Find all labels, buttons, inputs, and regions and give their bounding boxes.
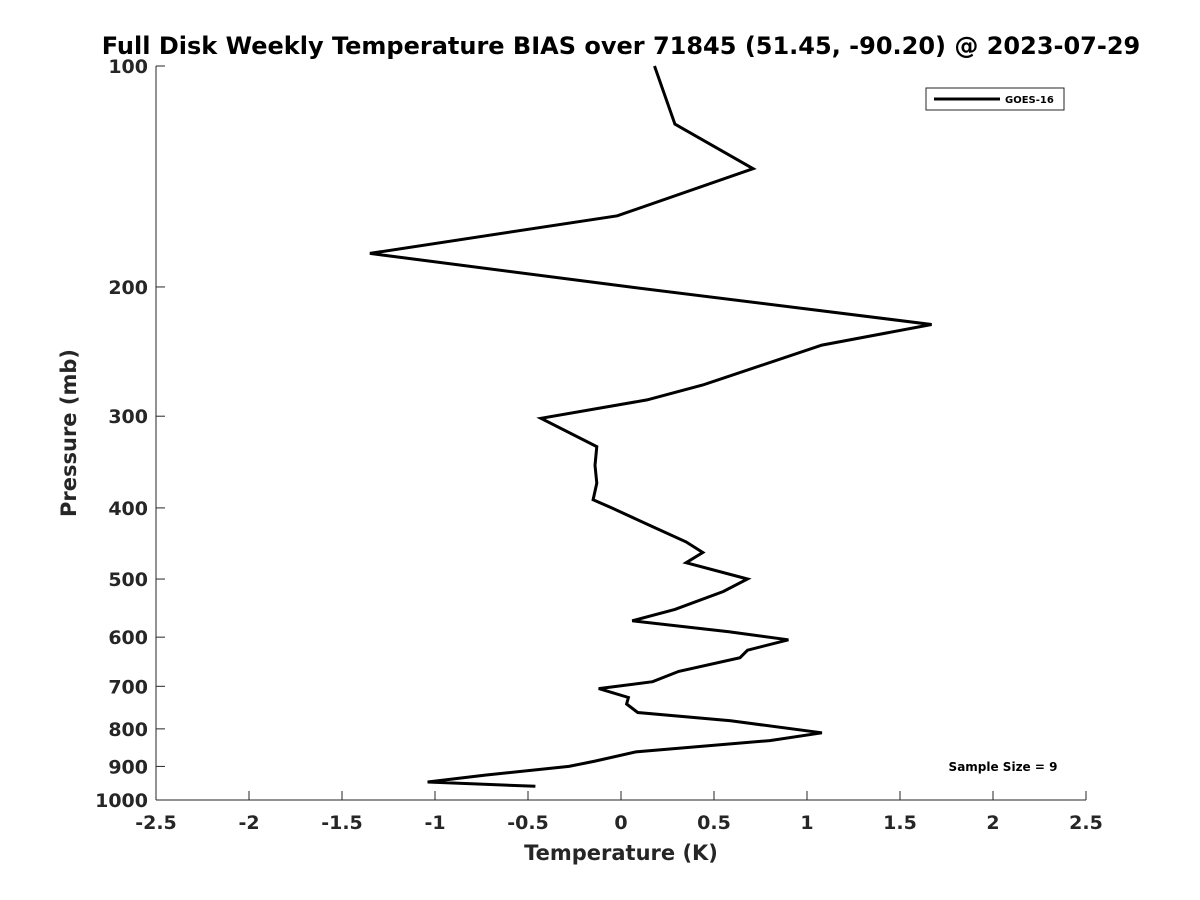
x-tick-label: 2.5 [1069,812,1103,834]
series-layer [369,65,932,788]
x-tick-label: 0.5 [697,812,731,834]
y-tick-label: 300 [108,406,148,428]
x-tick-label: 0 [614,812,627,834]
y-tick-label: 700 [108,676,148,698]
y-tick-label: 500 [108,569,148,591]
y-tick-label: 800 [108,719,148,741]
chart-title: Full Disk Weekly Temperature BIAS over 7… [102,32,1141,60]
y-tick-label: 400 [108,498,148,520]
x-tick-label: 1.5 [883,812,917,834]
x-tick-label: -2.5 [135,812,177,834]
y-tick-label: 200 [108,277,148,299]
legend-label-goes-16: GOES-16 [1005,95,1054,106]
x-tick-label: 1 [800,812,813,834]
x-tick-label: -2 [238,812,259,834]
x-axis-label: Temperature (K) [524,841,718,865]
x-tick-label: -0.5 [507,812,549,834]
legend: GOES-16 [925,87,1065,111]
x-tick-label: -1 [424,812,445,834]
y-tick-label: 100 [108,56,148,78]
series-line-goes-16 [369,65,932,788]
x-tick-label: -1.5 [321,812,363,834]
y-tick-label: 600 [108,627,148,649]
y-ticks: 100 200 300 400 500 600 700 800 900 1000 [95,56,165,812]
x-tick-label: 2 [986,812,999,834]
y-tick-label: 900 [108,756,148,778]
y-tick-label: 1000 [95,790,148,812]
sample-size-annotation: Sample Size = 9 [949,760,1058,774]
y-axis-label: Pressure (mb) [57,349,81,517]
x-ticks: -2.5 -2 -1.5 -1 -0.5 0 0.5 1 1.5 2 2.5 [135,791,1103,834]
